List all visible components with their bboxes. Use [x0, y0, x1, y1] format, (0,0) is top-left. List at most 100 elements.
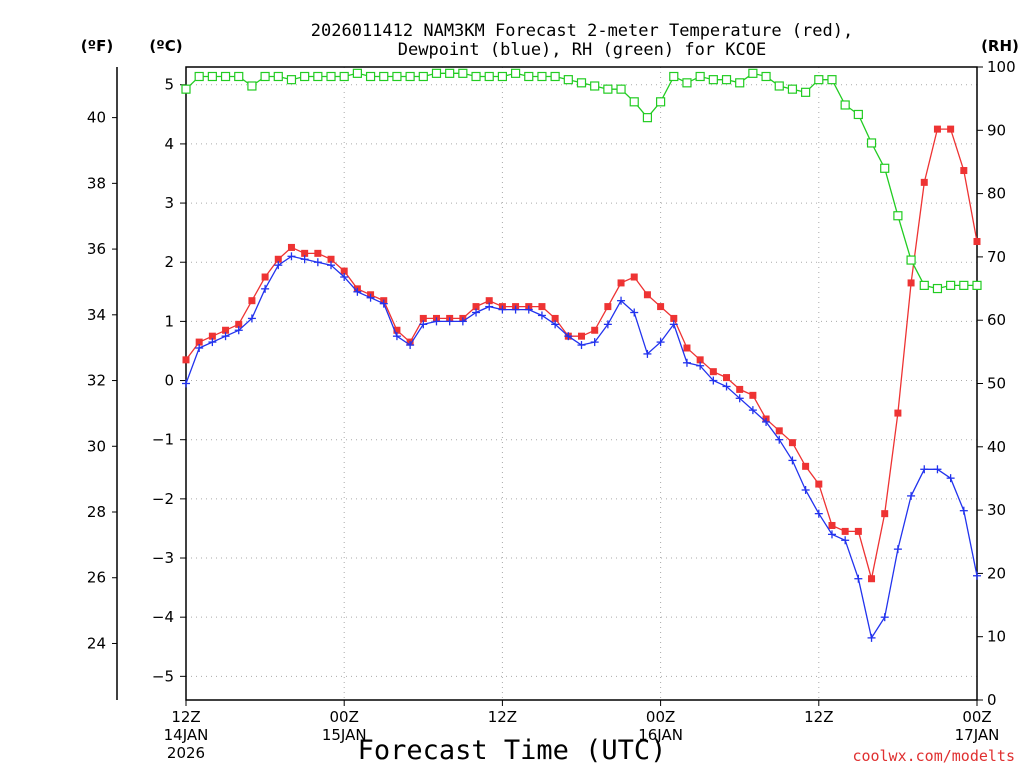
dewpoint-point: [973, 571, 981, 580]
temperature-point: [709, 368, 717, 376]
dewpoint-point: [458, 317, 467, 326]
x-tick-label: 17JAN: [955, 726, 1000, 744]
celsius-tick-label: −3: [152, 549, 174, 567]
x-tick-label: 12Z: [804, 708, 833, 726]
fahrenheit-tick-label: 34: [87, 306, 106, 324]
temperature-point: [472, 303, 480, 311]
temperature-point: [274, 255, 282, 263]
rh-point: [893, 211, 903, 221]
rh-point: [972, 280, 982, 290]
dewpoint-point: [577, 341, 586, 350]
rh-tick-label: 40: [987, 438, 1006, 456]
rh-point: [840, 100, 850, 110]
rh-point: [642, 113, 653, 123]
rh-point: [563, 75, 573, 85]
rh-point: [431, 68, 442, 78]
rh-point: [524, 71, 534, 82]
temperature-point: [736, 385, 744, 393]
rh-point: [458, 68, 468, 78]
dewpoint-point: [208, 338, 217, 347]
dewpoint-point: [656, 338, 665, 347]
temperature-point: [551, 314, 559, 322]
temperature-point: [894, 409, 902, 417]
fahrenheit-tick-label: 36: [87, 240, 106, 258]
temperature-point: [301, 249, 309, 257]
dewpoint-point: [445, 317, 454, 326]
rh-point: [603, 84, 613, 94]
dewpoint-point: [880, 613, 889, 622]
temperature-point: [538, 303, 546, 311]
celsius-tick-label: −1: [152, 431, 174, 449]
dewpoint-point: [801, 485, 810, 494]
rh-point: [550, 71, 560, 82]
dewpoint-point: [590, 338, 599, 347]
temperature-point: [775, 427, 783, 435]
celsius-tick-label: 1: [164, 312, 174, 330]
rh-point: [379, 71, 389, 82]
temperature-point: [933, 125, 941, 133]
dewpoint-point: [300, 255, 309, 264]
dewpoint-point: [709, 376, 718, 385]
celsius-tick-label: 2: [164, 253, 174, 271]
temperature-point: [868, 575, 876, 583]
temperature-point: [960, 167, 968, 175]
dewpoint-point: [841, 536, 850, 545]
temperature-point: [248, 297, 256, 305]
temperature-point: [749, 391, 757, 399]
dewpoint-point: [867, 633, 876, 642]
rh-tick-label: 100: [987, 58, 1016, 76]
temperature-point: [393, 326, 401, 334]
rh-point: [590, 81, 600, 91]
temperature-point: [947, 125, 955, 133]
temperature-point: [723, 374, 731, 382]
series-rh: [181, 68, 982, 294]
x-tick-label: 15JAN: [322, 726, 367, 744]
rh-point: [748, 68, 758, 78]
dewpoint-point: [630, 308, 639, 317]
dewpoint-point: [195, 344, 204, 353]
rh-point: [761, 71, 771, 82]
temperature-point: [182, 356, 190, 364]
dewpoint-point: [603, 320, 612, 329]
temperature-point: [235, 320, 243, 328]
fahrenheit-tick-label: 32: [87, 372, 106, 390]
dewpoint-point: [485, 302, 494, 311]
fahrenheit-tick-label: 28: [87, 503, 106, 521]
temperature-point: [643, 291, 651, 299]
dewpoint-point: [669, 320, 678, 329]
axes: [116, 66, 978, 701]
dewpoint-point: [511, 305, 520, 314]
temperature-point: [815, 480, 823, 488]
rh-point: [576, 78, 587, 88]
rh-point: [300, 71, 310, 82]
temperature-point: [314, 249, 322, 257]
rh-point: [919, 280, 929, 290]
dewpoint-point: [696, 361, 705, 370]
temperature-point: [630, 273, 638, 281]
dewpoint-point: [247, 314, 256, 323]
temperature-point: [881, 510, 889, 518]
rh-unit-label: (RH): [981, 37, 1019, 55]
temperature-point: [578, 332, 585, 340]
rh-point: [392, 71, 402, 82]
rh-point: [787, 84, 798, 94]
rh-point: [708, 75, 718, 85]
celsius-tick-label: 5: [164, 76, 174, 94]
temperature-point: [591, 326, 599, 334]
dewpoint-point: [617, 296, 626, 305]
rh-point: [220, 71, 231, 82]
temperature-point: [920, 178, 928, 186]
dewpoint-point: [432, 317, 441, 326]
rh-tick-label: 20: [987, 564, 1006, 582]
dewpoint-point: [762, 417, 771, 426]
dewpoint-point: [854, 574, 863, 583]
rh-point: [445, 68, 455, 78]
rh-point: [286, 75, 297, 85]
credit-link[interactable]: coolwx.com/modelts: [852, 747, 1015, 765]
rh-tick-label: 0: [987, 691, 997, 709]
rh-point: [260, 71, 270, 82]
rh-point: [471, 71, 481, 82]
temperature-point: [696, 356, 704, 364]
rh-tick-label: 70: [987, 248, 1006, 266]
